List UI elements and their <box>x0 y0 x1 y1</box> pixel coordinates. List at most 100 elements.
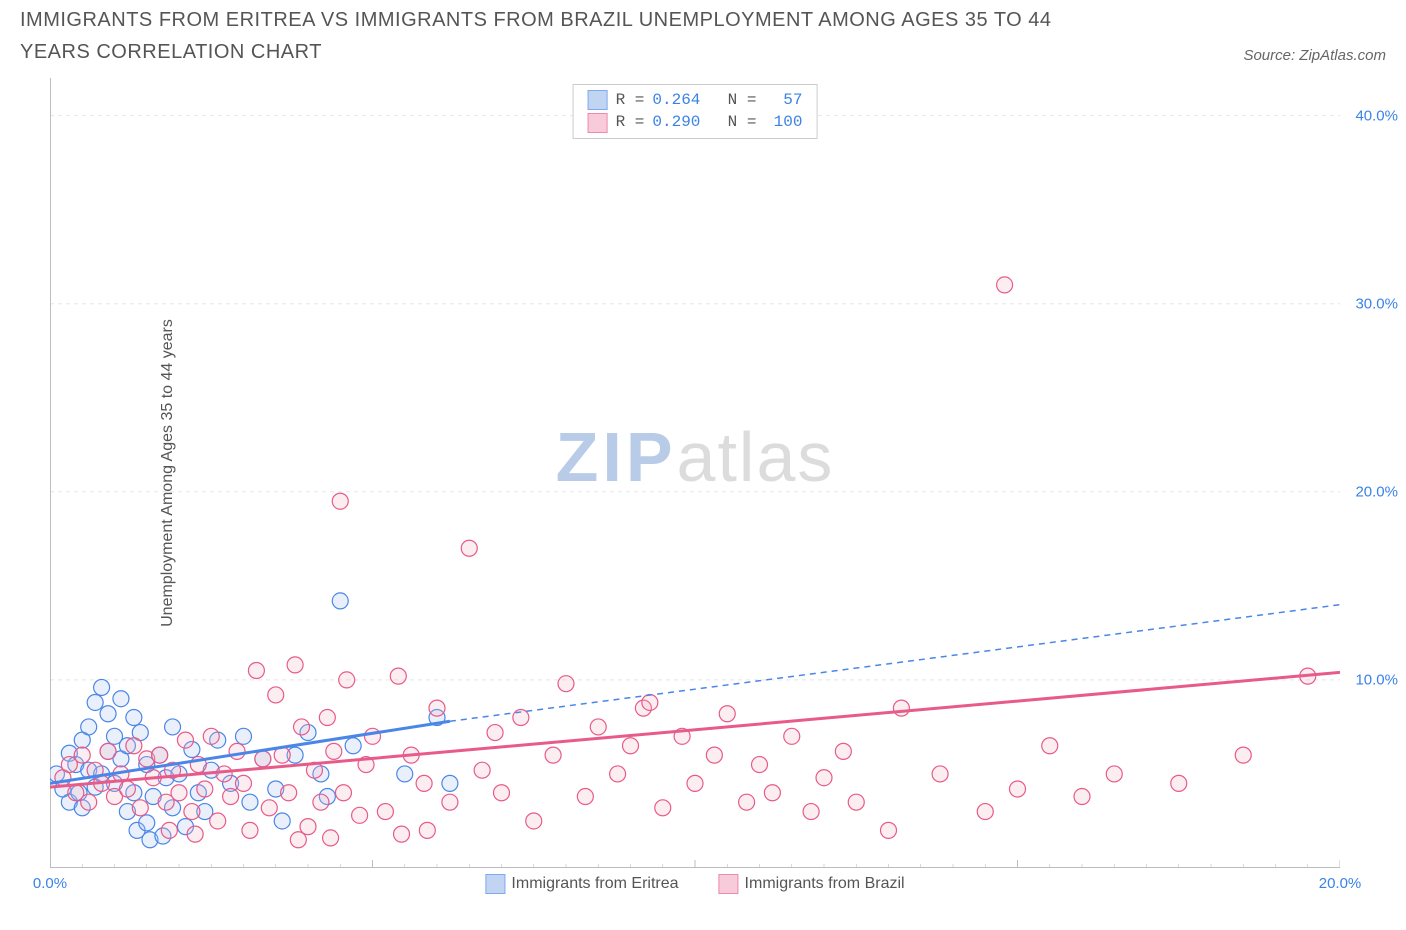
legend-row: R =0.290 N =100 <box>588 111 803 133</box>
data-point <box>100 743 116 759</box>
series-legend: Immigrants from Eritrea Immigrants from B… <box>485 874 904 894</box>
data-point <box>835 743 851 759</box>
data-point <box>229 743 245 759</box>
data-point <box>248 663 264 679</box>
legend-swatch <box>485 874 505 894</box>
data-point <box>623 738 639 754</box>
legend-n-value: 57 <box>764 89 802 111</box>
data-point <box>394 826 410 842</box>
y-tick-label: 20.0% <box>1355 483 1398 500</box>
x-tick-label: 20.0% <box>1319 875 1362 892</box>
data-point <box>739 794 755 810</box>
data-point <box>223 789 239 805</box>
data-point <box>474 762 490 778</box>
data-point <box>461 540 477 556</box>
data-point <box>752 757 768 773</box>
legend-swatch <box>588 113 608 133</box>
data-point <box>416 775 432 791</box>
data-point <box>390 668 406 684</box>
data-point <box>126 710 142 726</box>
source-label: Source: ZipAtlas.com <box>1243 47 1386 68</box>
legend-swatch <box>719 874 739 894</box>
data-point <box>87 694 103 710</box>
legend-n-label: N = <box>708 111 756 133</box>
data-point <box>1171 775 1187 791</box>
data-point <box>997 277 1013 293</box>
data-point <box>397 766 413 782</box>
data-point <box>177 732 193 748</box>
data-point <box>210 813 226 829</box>
data-point <box>132 800 148 816</box>
data-point <box>442 775 458 791</box>
legend-item: Immigrants from Eritrea <box>485 874 678 894</box>
x-tick-label: 0.0% <box>33 875 67 892</box>
data-point <box>242 822 258 838</box>
data-point <box>1074 789 1090 805</box>
y-tick-label: 40.0% <box>1355 107 1398 124</box>
data-point <box>323 830 339 846</box>
legend-r-label: R = <box>616 89 645 111</box>
data-point <box>1010 781 1026 797</box>
data-point <box>558 676 574 692</box>
data-point <box>171 785 187 801</box>
data-point <box>113 691 129 707</box>
legend-label: Immigrants from Brazil <box>745 875 905 893</box>
data-point <box>184 804 200 820</box>
legend-row: R =0.264 N =57 <box>588 89 803 111</box>
data-point <box>655 800 671 816</box>
data-point <box>319 710 335 726</box>
data-point <box>545 747 561 763</box>
data-point <box>236 775 252 791</box>
data-point <box>365 728 381 744</box>
data-point <box>610 766 626 782</box>
data-point <box>784 728 800 744</box>
data-point <box>577 789 593 805</box>
data-point <box>706 747 722 763</box>
data-point <box>165 719 181 735</box>
data-point <box>442 794 458 810</box>
scatter-plot <box>50 78 1340 868</box>
correlation-legend: R =0.264 N =57R =0.290 N =100 <box>573 84 818 139</box>
data-point <box>335 785 351 801</box>
data-point <box>429 700 445 716</box>
legend-n-label: N = <box>708 89 756 111</box>
data-point <box>526 813 542 829</box>
data-point <box>881 822 897 838</box>
legend-label: Immigrants from Eritrea <box>511 875 678 893</box>
legend-r-value: 0.290 <box>652 111 700 133</box>
data-point <box>345 738 361 754</box>
legend-n-value: 100 <box>764 111 802 133</box>
data-point <box>313 794 329 810</box>
data-point <box>216 766 232 782</box>
chart-title: IMMIGRANTS FROM ERITREA VS IMMIGRANTS FR… <box>20 4 1120 68</box>
data-point <box>932 766 948 782</box>
data-point <box>203 728 219 744</box>
data-point <box>642 694 658 710</box>
data-point <box>287 657 303 673</box>
data-point <box>242 794 258 810</box>
data-point <box>687 775 703 791</box>
data-point <box>94 679 110 695</box>
data-point <box>1042 738 1058 754</box>
data-point <box>255 751 271 767</box>
data-point <box>893 700 909 716</box>
y-tick-label: 30.0% <box>1355 295 1398 312</box>
y-tick-label: 10.0% <box>1355 671 1398 688</box>
data-point <box>81 794 97 810</box>
y-axis-label: Unemployment Among Ages 35 to 44 years <box>159 319 177 627</box>
data-point <box>494 785 510 801</box>
legend-swatch <box>588 90 608 110</box>
data-point <box>197 781 213 797</box>
data-point <box>100 706 116 722</box>
data-point <box>377 804 393 820</box>
data-point <box>803 804 819 820</box>
data-point <box>274 813 290 829</box>
data-point <box>332 593 348 609</box>
data-point <box>119 781 135 797</box>
data-point <box>268 687 284 703</box>
chart-container: Unemployment Among Ages 35 to 44 years Z… <box>50 78 1340 868</box>
data-point <box>261 800 277 816</box>
data-point <box>764 785 780 801</box>
data-point <box>161 822 177 838</box>
data-point <box>139 815 155 831</box>
